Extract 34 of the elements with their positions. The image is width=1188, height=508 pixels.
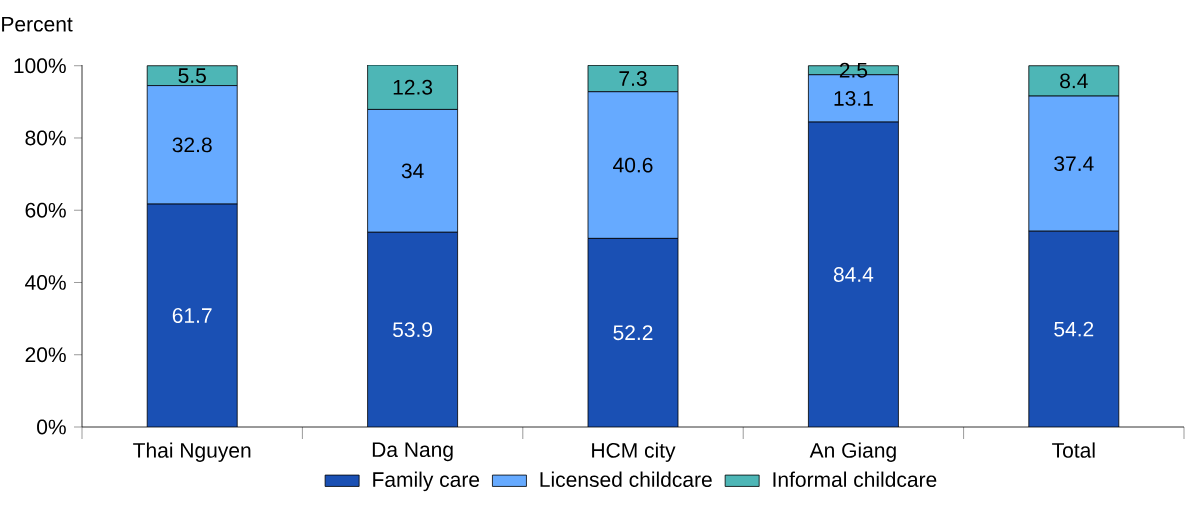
y-tick-label: 40% bbox=[25, 275, 66, 290]
y-tick-label: 100% bbox=[14, 58, 66, 74]
y-tick-label: 0% bbox=[37, 419, 66, 435]
data-label: 5.5 bbox=[178, 68, 206, 83]
legend-label: Informal childcare bbox=[773, 471, 937, 488]
data-label: 61.7 bbox=[172, 308, 212, 323]
bar bbox=[147, 204, 238, 427]
data-label: 8.4 bbox=[1060, 73, 1088, 89]
bar bbox=[1028, 230, 1120, 427]
y-tick-label: 20% bbox=[25, 347, 66, 363]
legend-label: Licensed childcare bbox=[540, 471, 712, 488]
y-axis-title: Percent bbox=[2, 16, 73, 32]
y-tick-label: 80% bbox=[25, 130, 66, 146]
data-label: 13.1 bbox=[834, 90, 873, 106]
x-tick-label: Total bbox=[1052, 442, 1095, 458]
data-label: 40.6 bbox=[613, 157, 653, 173]
data-label: 37.4 bbox=[1054, 156, 1094, 172]
data-label: 54.2 bbox=[1054, 321, 1094, 337]
bar bbox=[808, 122, 899, 427]
bar bbox=[588, 238, 678, 427]
x-tick-label: Thai Nguyen bbox=[133, 442, 251, 462]
x-tick-label: Da Nang bbox=[372, 442, 453, 462]
data-label: 53.9 bbox=[393, 322, 433, 338]
legend-label: Family care bbox=[373, 471, 480, 492]
data-label: 34 bbox=[401, 163, 424, 179]
data-label: 12.3 bbox=[393, 79, 433, 95]
data-label: 52.2 bbox=[613, 325, 653, 341]
x-tick-label: HCM city bbox=[592, 442, 676, 462]
bar bbox=[367, 232, 458, 427]
data-label: 7.3 bbox=[619, 71, 647, 86]
data-label: 84.4 bbox=[833, 267, 874, 282]
data-label: 32.8 bbox=[172, 137, 212, 153]
y-tick-label: 60% bbox=[25, 202, 66, 218]
x-tick-label: An Giang bbox=[809, 442, 896, 462]
